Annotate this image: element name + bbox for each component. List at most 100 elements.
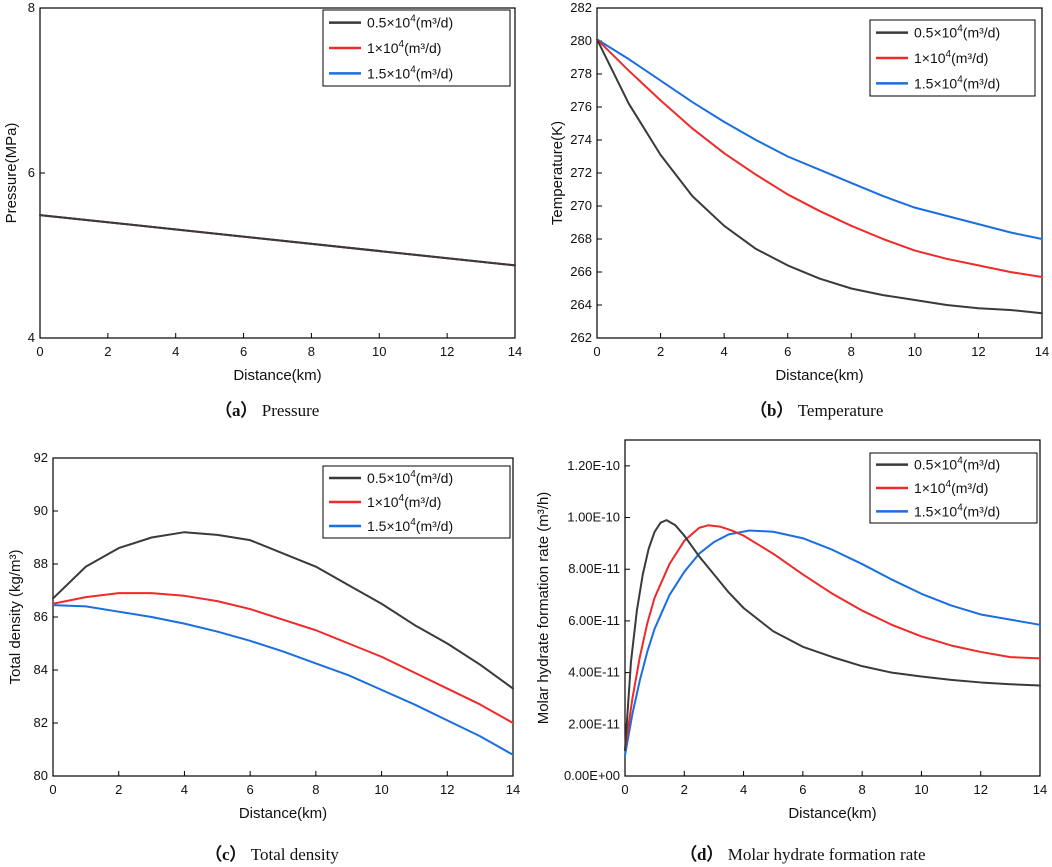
y-tick-label: 276 bbox=[570, 99, 592, 114]
x-tick-label: 8 bbox=[859, 782, 866, 797]
legend-label-2: 1.5×104(m³/d) bbox=[367, 64, 453, 81]
legend-label-1: 1×104(m³/d) bbox=[914, 49, 988, 66]
x-tick-label: 6 bbox=[799, 782, 806, 797]
x-tick-label: 12 bbox=[971, 344, 985, 359]
x-tick-label: 2 bbox=[657, 344, 664, 359]
x-tick-label: 4 bbox=[172, 344, 179, 359]
x-tick-label: 10 bbox=[372, 344, 386, 359]
x-tick-label: 14 bbox=[1033, 782, 1047, 797]
series-line-1 bbox=[624, 524, 1041, 752]
y-tick-label: 92 bbox=[34, 450, 48, 465]
y-tick-label: 1.00E-10 bbox=[567, 510, 620, 525]
x-tick-label: 4 bbox=[721, 344, 728, 359]
y-axis-title: Pressure(MPa) bbox=[3, 123, 20, 224]
y-tick-label: 88 bbox=[34, 556, 48, 571]
x-tick-label: 14 bbox=[1035, 344, 1049, 359]
panel-caption: （b） Temperature bbox=[750, 400, 883, 420]
x-tick-label: 6 bbox=[247, 782, 254, 797]
series-line-1 bbox=[596, 38, 1043, 278]
x-tick-label: 12 bbox=[973, 782, 987, 797]
legend-label-0: 0.5×104(m³/d) bbox=[367, 14, 453, 31]
y-tick-label: 264 bbox=[570, 297, 592, 312]
y-tick-label: 270 bbox=[570, 198, 592, 213]
series-line-1 bbox=[52, 592, 514, 724]
legend-label-1: 1×104(m³/d) bbox=[914, 479, 988, 496]
legend: 0.5×104(m³/d) 1×104(m³/d) 1.5×104(m³/d) bbox=[869, 452, 1038, 524]
series-line-0 bbox=[624, 519, 1041, 752]
legend-label-2: 1.5×104(m³/d) bbox=[914, 502, 1000, 519]
legend-label-2: 1.5×104(m³/d) bbox=[367, 517, 453, 534]
y-tick-label: 282 bbox=[570, 0, 592, 15]
x-tick-label: 6 bbox=[240, 344, 247, 359]
series-line-0 bbox=[596, 38, 1043, 315]
x-tick-label: 2 bbox=[681, 782, 688, 797]
y-tick-label: 8.00E-11 bbox=[568, 561, 620, 576]
series-line-2 bbox=[624, 529, 1041, 757]
y-tick-label: 1.20E-10 bbox=[567, 458, 620, 473]
x-tick-label: 0 bbox=[593, 344, 600, 359]
x-tick-label: 8 bbox=[308, 344, 315, 359]
y-tick-label: 84 bbox=[34, 662, 48, 677]
x-tick-label: 12 bbox=[440, 782, 454, 797]
x-axis-title: Distance(km) bbox=[233, 367, 321, 384]
panel-caption: （c） Total density bbox=[205, 844, 339, 864]
y-axis-title: Temperature(K) bbox=[549, 121, 566, 225]
y-tick-label: 0.00E+00 bbox=[564, 768, 620, 783]
y-tick-label: 8 bbox=[28, 0, 35, 15]
y-tick-label: 82 bbox=[34, 715, 48, 730]
x-tick-label: 2 bbox=[104, 344, 111, 359]
y-tick-label: 90 bbox=[34, 503, 48, 518]
chart-panel-1: 0 2 4 6 8 10 12 14 262 264 266 268 270 272 274 276 278 28… bbox=[549, 0, 1049, 420]
x-axis-title: Distance(km) bbox=[239, 805, 327, 822]
x-tick-label: 4 bbox=[181, 782, 188, 797]
legend-label-0: 0.5×104(m³/d) bbox=[914, 24, 1000, 41]
x-tick-label: 12 bbox=[440, 344, 454, 359]
legend-label-1: 1×104(m³/d) bbox=[367, 39, 441, 56]
y-tick-label: 266 bbox=[570, 264, 592, 279]
legend-label-2: 1.5×104(m³/d) bbox=[914, 74, 1000, 91]
x-tick-label: 6 bbox=[784, 344, 791, 359]
series-line-0 bbox=[39, 214, 516, 267]
y-axis-title: Total density (kg/m³) bbox=[7, 549, 24, 684]
y-tick-label: 6 bbox=[28, 165, 35, 180]
y-tick-label: 274 bbox=[570, 132, 592, 147]
plot-frame bbox=[624, 439, 1041, 777]
x-tick-label: 14 bbox=[508, 344, 522, 359]
legend-label-0: 0.5×104(m³/d) bbox=[367, 469, 453, 486]
legend-label-1: 1×104(m³/d) bbox=[367, 493, 441, 510]
panel-caption: （d） Molar hydrate formation rate bbox=[680, 844, 926, 864]
x-tick-label: 2 bbox=[115, 782, 122, 797]
x-tick-label: 10 bbox=[908, 344, 922, 359]
x-tick-label: 8 bbox=[312, 782, 319, 797]
series-line-0 bbox=[52, 531, 514, 690]
x-axis-title: Distance(km) bbox=[788, 805, 876, 822]
x-tick-label: 10 bbox=[914, 782, 928, 797]
y-tick-label: 86 bbox=[34, 609, 48, 624]
y-tick-label: 280 bbox=[570, 33, 592, 48]
y-tick-label: 4.00E-11 bbox=[568, 665, 620, 680]
panel-caption: （a） Pressure bbox=[215, 400, 319, 420]
x-tick-label: 14 bbox=[506, 782, 520, 797]
y-tick-label: 2.00E-11 bbox=[568, 716, 620, 731]
legend-label-0: 0.5×104(m³/d) bbox=[914, 456, 1000, 473]
y-tick-label: 6.00E-11 bbox=[568, 613, 620, 628]
x-tick-label: 4 bbox=[740, 782, 747, 797]
legend: 0.5×104(m³/d) 1×104(m³/d) 1.5×104(m³/d) bbox=[322, 465, 511, 539]
chart-panel-3: 0 2 4 6 8 10 12 14 0.00E+00 2.00E-11 4.00E-11 6.00E… bbox=[535, 439, 1047, 864]
y-tick-label: 278 bbox=[570, 66, 592, 81]
legend: 0.5×104(m³/d) 1×104(m³/d) 1.5×104(m³/d) bbox=[869, 19, 1036, 97]
x-tick-label: 8 bbox=[848, 344, 855, 359]
y-axis-title: Molar hydrate formation rate (m³/h) bbox=[535, 492, 552, 725]
x-tick-label: 0 bbox=[36, 344, 43, 359]
y-tick-label: 262 bbox=[570, 330, 592, 345]
y-tick-label: 268 bbox=[570, 231, 592, 246]
chart-panel-0: 0 2 4 6 8 10 12 14 4 6 8 Distance(km) Pressure(MPa) 0… bbox=[3, 0, 522, 420]
x-tick-label: 10 bbox=[374, 782, 388, 797]
y-tick-label: 4 bbox=[28, 330, 35, 345]
legend: 0.5×104(m³/d) 1×104(m³/d) 1.5×104(m³/d) bbox=[322, 9, 511, 87]
y-tick-label: 272 bbox=[570, 165, 592, 180]
x-axis-title: Distance(km) bbox=[775, 367, 863, 384]
x-tick-label: 0 bbox=[49, 782, 56, 797]
chart-panel-2: 0 2 4 6 8 10 12 14 80 82 84 86 88 90 92 Distance(km) Tot… bbox=[7, 450, 520, 864]
